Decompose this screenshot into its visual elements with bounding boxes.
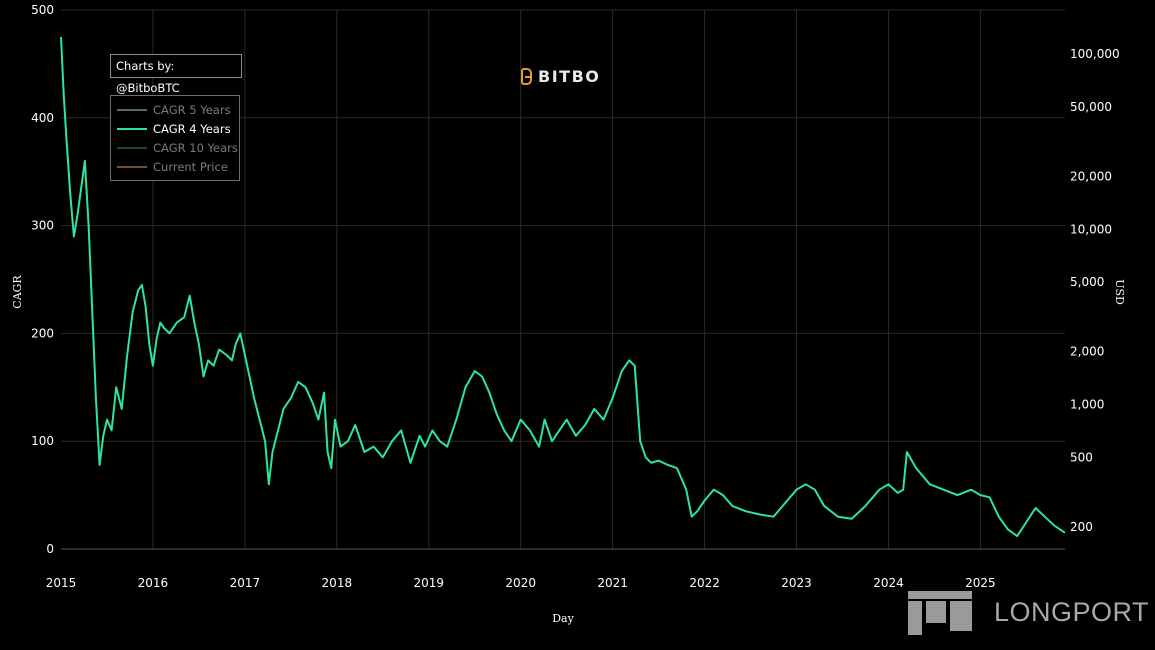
left-tick-label: 400 [31, 111, 54, 125]
legend-item[interactable]: CAGR 4 Years [111, 119, 239, 138]
right-tick-label: 20,000 [1070, 169, 1112, 183]
series-line-cagr-4-years [60, 36, 1066, 538]
right-axis-ticks: 100,000 50,000 20,000 10,000 5,000 2,000 1,000… [1070, 47, 1120, 534]
x-tick-label: 2017 [230, 576, 261, 590]
legend-label: Current Price [153, 159, 228, 174]
x-tick-label: 2024 [873, 576, 904, 590]
legend-item[interactable]: CAGR 10 Years [111, 138, 239, 157]
series-layer [60, 36, 1066, 538]
left-tick-label: 100 [31, 434, 54, 448]
legend-swatch [117, 165, 147, 168]
right-tick-label: 100,000 [1070, 47, 1120, 61]
x-axis-ticks: 2015 2016 2017 2018 2019 2020 2021 2022 2023 2024… [46, 576, 996, 590]
right-axis-title: USD [1113, 279, 1126, 305]
x-tick-label: 2023 [781, 576, 812, 590]
right-tick-label: 200 [1070, 520, 1093, 534]
legend: CAGR 5 Years CAGR 4 Years CAGR 10 Years Cur… [110, 95, 240, 181]
right-tick-label: 10,000 [1070, 222, 1112, 236]
legend-label: CAGR 10 Years [153, 140, 238, 155]
left-axis-ticks: 0 100 200 300 400 500 [31, 3, 54, 556]
right-tick-label: 50,000 [1070, 100, 1112, 114]
right-tick-label: 500 [1070, 450, 1093, 464]
x-tick-label: 2019 [413, 576, 444, 590]
x-tick-label: 2020 [505, 576, 536, 590]
left-tick-label: 500 [31, 3, 54, 17]
x-axis-title: Day [552, 612, 574, 625]
x-tick-label: 2016 [138, 576, 169, 590]
longport-logo-icon [908, 590, 972, 635]
credit-label: Charts by: @BitboBTC [110, 54, 242, 95]
longport-watermark: LONGPORT [908, 590, 1149, 635]
bitbo-logo: BITBO [521, 64, 600, 88]
right-tick-label: 2,000 [1070, 345, 1104, 359]
grid-lines [61, 9, 1065, 550]
right-tick-label: 5,000 [1070, 275, 1104, 289]
legend-label: CAGR 5 Years [153, 102, 231, 117]
x-tick-label: 2018 [322, 576, 353, 590]
legend-item[interactable]: Current Price [111, 157, 239, 176]
left-tick-label: 300 [31, 219, 54, 233]
legend-swatch [117, 146, 147, 149]
x-tick-label: 2025 [965, 576, 996, 590]
x-tick-label: 2021 [597, 576, 628, 590]
left-axis-title: CAGR [11, 275, 24, 309]
legend-swatch [117, 127, 147, 130]
left-tick-label: 0 [46, 542, 54, 556]
x-tick-label: 2022 [689, 576, 720, 590]
right-tick-label: 1,000 [1070, 398, 1104, 412]
legend-item[interactable]: CAGR 5 Years [111, 100, 239, 119]
x-tick-label: 2015 [46, 576, 77, 590]
bitbo-logo-icon [521, 67, 532, 85]
legend-swatch [117, 108, 147, 111]
legend-label: CAGR 4 Years [153, 121, 231, 136]
longport-watermark-text: LONGPORT [994, 597, 1150, 627]
left-tick-label: 200 [31, 326, 54, 340]
bitbo-logo-text: BITBO [538, 66, 601, 86]
